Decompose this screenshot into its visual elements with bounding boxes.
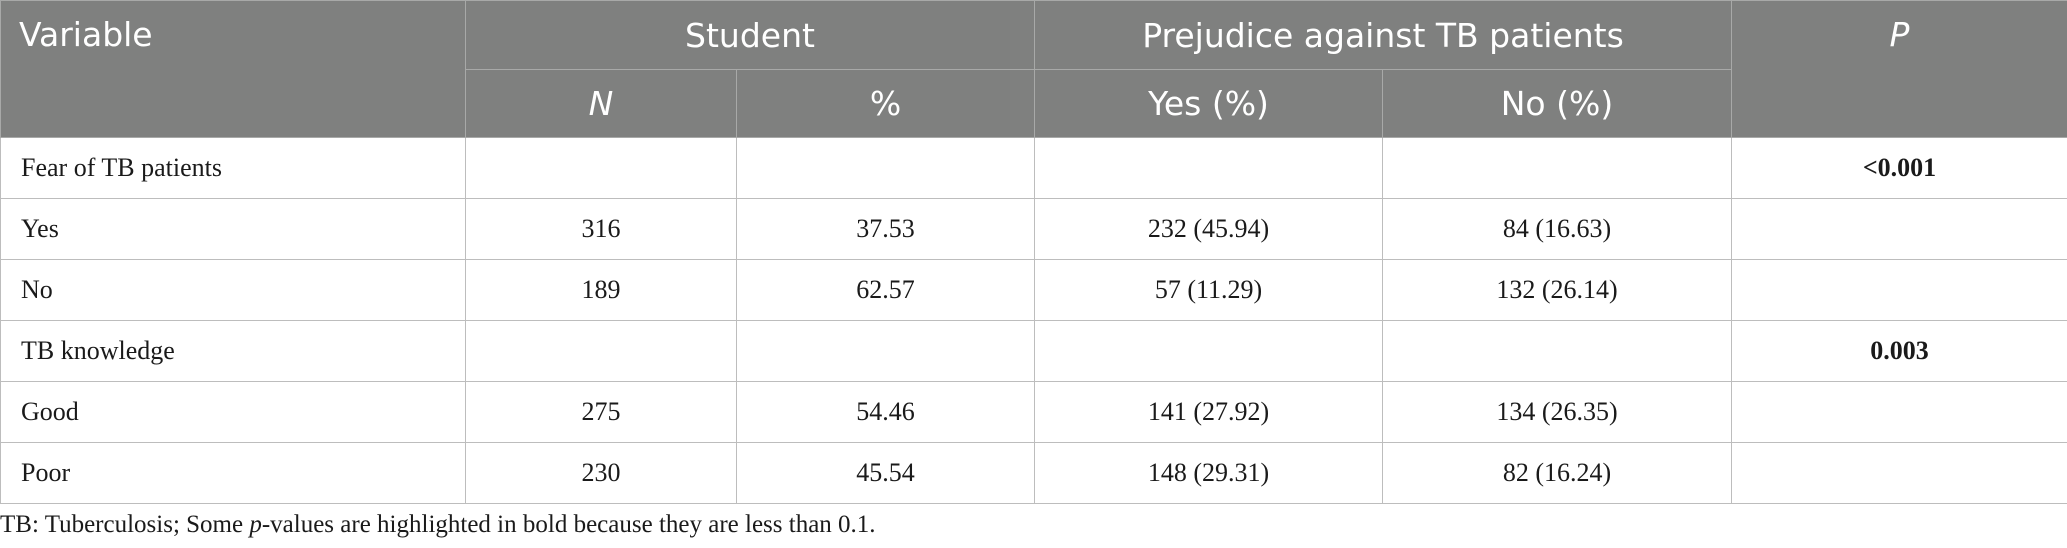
row-label: Fear of TB patients [0,137,466,199]
cell-percent: 37.53 [736,198,1035,260]
cell-yes: 232 (45.94) [1034,198,1383,260]
cell-n: 316 [465,198,737,260]
footnote-prefix: TB: Tuberculosis; Some [0,511,250,538]
cell-p-value [1731,259,2067,321]
cell-n [465,320,737,382]
cell-p-value: 0.003 [1731,320,2067,382]
cell-p-value [1731,381,2067,443]
header-student: Student [465,0,1035,70]
cell-p-value [1731,442,2067,504]
row-label: TB knowledge [0,320,466,382]
data-table: Variable Student Prejudice against TB pa… [0,0,2067,504]
table-body: Fear of TB patients <0.001 Yes 316 37.53… [0,137,2067,504]
header-no: No (%) [1382,69,1732,138]
cell-no: 134 (26.35) [1382,381,1732,443]
cell-p-value: <0.001 [1731,137,2067,199]
footnote-italic: p [249,511,262,538]
cell-no: 84 (16.63) [1382,198,1732,260]
cell-no: 132 (26.14) [1382,259,1732,321]
cell-n: 230 [465,442,737,504]
cell-percent: 54.46 [736,381,1035,443]
row-label: Poor [0,442,466,504]
table-row: Yes 316 37.53 232 (45.94) 84 (16.63) [0,198,2067,260]
cell-yes: 57 (11.29) [1034,259,1383,321]
row-label: No [0,259,466,321]
cell-percent: 62.57 [736,259,1035,321]
cell-n [465,137,737,199]
cell-p-value [1731,198,2067,260]
cell-yes: 141 (27.92) [1034,381,1383,443]
row-label: Yes [0,198,466,260]
cell-n: 275 [465,381,737,443]
cell-n: 189 [465,259,737,321]
header-n: N [465,69,737,138]
table-row: No 189 62.57 57 (11.29) 132 (26.14) [0,259,2067,321]
table-row: TB knowledge 0.003 [0,320,2067,382]
table-row: Poor 230 45.54 148 (29.31) 82 (16.24) [0,442,2067,504]
cell-no [1382,137,1732,199]
cell-yes [1034,137,1383,199]
row-label: Good [0,381,466,443]
header-prejudice: Prejudice against TB patients [1034,0,1732,70]
cell-yes: 148 (29.31) [1034,442,1383,504]
table-footnote: TB: Tuberculosis; Some p-values are high… [0,511,876,539]
header-p: P [1731,0,2067,138]
table-header: Variable Student Prejudice against TB pa… [0,0,2067,138]
cell-no: 82 (16.24) [1382,442,1732,504]
header-yes: Yes (%) [1034,69,1383,138]
cell-percent [736,320,1035,382]
header-variable: Variable [0,0,466,138]
cell-no [1382,320,1732,382]
cell-yes [1034,320,1383,382]
header-percent: % [736,69,1035,138]
table-row: Good 275 54.46 141 (27.92) 134 (26.35) [0,381,2067,443]
table-row: Fear of TB patients <0.001 [0,137,2067,199]
footnote-suffix: -values are highlighted in bold because … [261,511,876,538]
cell-percent [736,137,1035,199]
cell-percent: 45.54 [736,442,1035,504]
